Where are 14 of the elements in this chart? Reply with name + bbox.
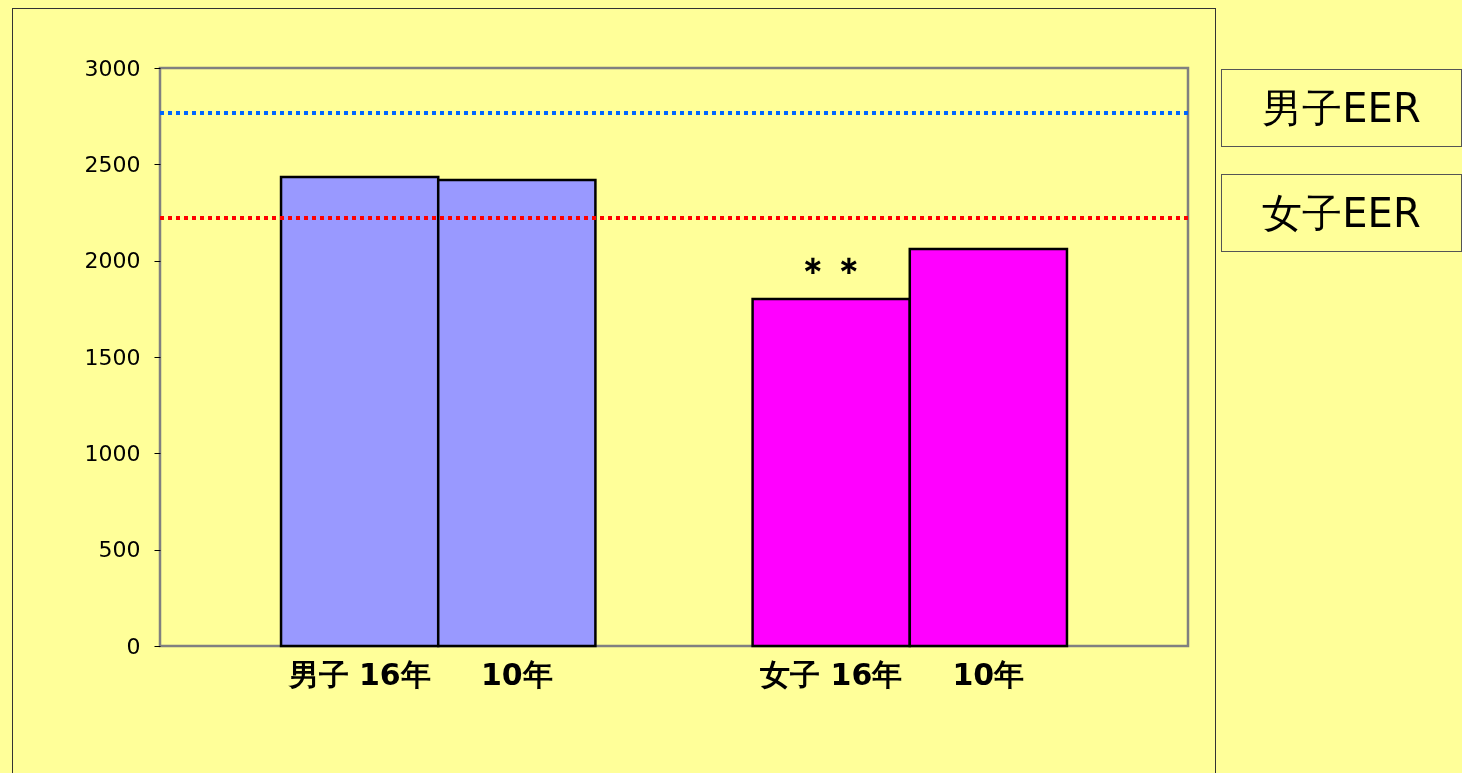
y-tick-label: 2000 [84, 248, 141, 274]
y-tick-label: 3000 [84, 55, 141, 81]
x-tick-label: 男子 16年 [287, 656, 431, 692]
x-tick-label: 10年 [480, 656, 553, 692]
y-tick-label: 1500 [84, 344, 141, 370]
ref-line-label: 男子EER [1221, 69, 1462, 148]
ref-line-label: 女子EER [1221, 174, 1462, 253]
y-tick-label: 0 [126, 633, 141, 659]
annotation: ＊＊ [795, 250, 868, 292]
x-tick-label: 女子 16年 [759, 656, 903, 692]
y-tick-label: 500 [98, 537, 141, 563]
x-tick-label: 10年 [952, 656, 1025, 692]
y-tick-label: 1000 [84, 440, 141, 466]
y-tick-label: 2500 [84, 151, 141, 177]
